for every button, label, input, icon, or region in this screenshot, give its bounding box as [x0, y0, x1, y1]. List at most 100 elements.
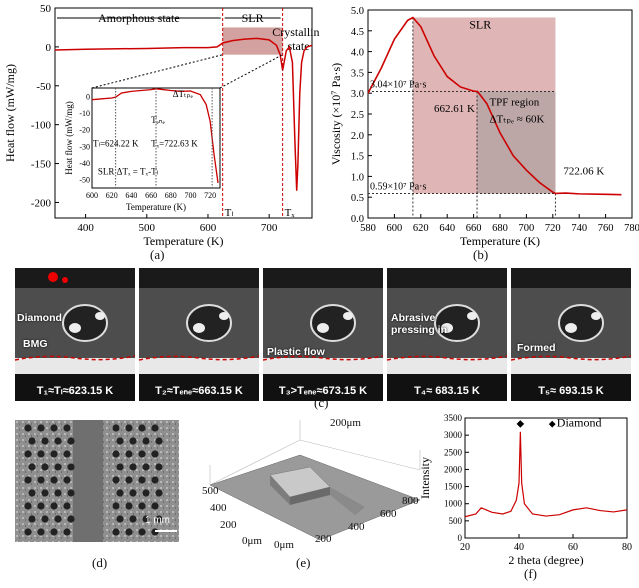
- abrasive-dot: [155, 437, 163, 445]
- x-tick-0: 0μm: [274, 539, 294, 551]
- abrasive-dot: [138, 502, 146, 510]
- abrasive-dot: [116, 463, 124, 471]
- y-tick-label: 5.0: [351, 6, 364, 17]
- y-tick-label: 0: [458, 533, 463, 543]
- abrasive-dot: [50, 502, 58, 510]
- panel-e-label: (e): [296, 555, 311, 570]
- abrasive-dot: [37, 450, 45, 458]
- scale-bar-label: 1 mm: [145, 515, 170, 526]
- tpf-shade: [477, 91, 556, 194]
- abrasive-dot: [24, 502, 32, 510]
- x-tick-label: 600: [200, 222, 217, 234]
- legend-label: Diamond: [557, 416, 602, 430]
- inset-annotation: ΔTₜₚₑ: [173, 89, 194, 99]
- x-tick-label: 700: [519, 223, 535, 234]
- y-axis-label: Viscosity (×10⁷ Pa·s): [330, 63, 343, 165]
- x-tick-1: 200: [315, 533, 332, 545]
- annotation: TPF region: [489, 97, 539, 109]
- abrasive-dot: [151, 424, 159, 432]
- inset-y-tick: -30: [79, 142, 90, 151]
- abrasive-dot: [50, 476, 58, 484]
- panel-b-label: (b): [473, 247, 489, 262]
- micrograph-frame-3: T₃>Tₑₙₑ≈673.15 K Plastic flow: [263, 268, 383, 401]
- y-tick-label: 2500: [444, 447, 463, 457]
- micrograph-frame-5: T₅≈ 693.15 K Formed: [511, 268, 631, 401]
- abrasive-dot: [129, 437, 137, 445]
- x-tick-label: 780: [624, 223, 639, 234]
- abrasive-dot: [155, 463, 163, 471]
- abrasive-dot: [41, 489, 49, 497]
- x-tick-label: 20: [460, 542, 470, 553]
- abrasive-dot: [50, 450, 58, 458]
- x-tick-label: 400: [77, 222, 94, 234]
- abrasive-dot: [67, 437, 75, 445]
- frame-label: Diamond: [17, 312, 62, 324]
- abrasive-dot: [37, 424, 45, 432]
- inset-x-tick: 680: [165, 191, 177, 200]
- y-tick-label: 3500: [444, 413, 463, 423]
- xrd-line: [464, 431, 628, 518]
- frame-label: pressing in: [391, 324, 448, 336]
- abrasive-dot: [54, 489, 62, 497]
- abrasive-dot: [125, 424, 133, 432]
- x-tick-label: 580: [360, 223, 376, 234]
- abrasive-dot: [155, 489, 163, 497]
- inset-x-label: Temperature (K): [126, 202, 186, 212]
- x-tick-label: 80: [622, 542, 632, 553]
- abrasive-dot: [125, 450, 133, 458]
- frame-label: Plastic flow: [267, 346, 325, 358]
- x-tick-label: 600: [387, 223, 403, 234]
- y-tick-label: 4.5: [351, 27, 364, 38]
- y-tick-label: 50: [40, 3, 52, 15]
- abrasive-dot: [28, 489, 36, 497]
- region-label: state: [288, 39, 310, 53]
- y-tick-label: 0: [46, 42, 52, 54]
- y-tick-0: 0μm: [242, 535, 262, 547]
- abrasive-dot: [28, 515, 36, 523]
- panel-f-chart: 20 40 60 80 0 500 1000 1500 2000 2500 3000 3500 2 th…: [418, 413, 632, 567]
- abrasive-dot: [151, 450, 159, 458]
- abrasive-dot: [112, 476, 120, 484]
- abrasive-dot: [41, 437, 49, 445]
- abrasive-dot: [24, 528, 32, 536]
- abrasive-dot: [50, 424, 58, 432]
- inset-frame: [91, 87, 221, 189]
- abrasive-dot: [142, 437, 150, 445]
- frame-caption: T₂≈Tₑₙₑ≈663.15 K: [155, 385, 243, 397]
- abrasive-dot: [28, 463, 36, 471]
- inset-line: [91, 88, 219, 184]
- annotation: 722.06 K: [563, 165, 604, 177]
- inset-x-tick: 660: [145, 191, 157, 200]
- abrasive-dot: [129, 489, 137, 497]
- abrasive-dot: [67, 515, 75, 523]
- annotation: ΔTₜₚₑ ≈ 60K: [489, 113, 544, 125]
- y-tick-label: 500: [449, 516, 463, 526]
- marker-tg: Tₗ: [225, 207, 234, 219]
- abrasive-dot: [112, 450, 120, 458]
- y-axis-label: Heat flow (mW/mg): [3, 64, 17, 162]
- x-tick-4: 800: [402, 495, 419, 507]
- abrasive-dot: [24, 450, 32, 458]
- abrasive-dot: [37, 528, 45, 536]
- abrasive-dot: [37, 476, 45, 484]
- z-axis-label: 200μm: [330, 417, 361, 429]
- abrasive-dot: [125, 502, 133, 510]
- x-axis-label: 2 theta (degree): [508, 553, 583, 567]
- panel-e: 200μm 0μm 200 400 500 0μm 200 400 600 80…: [190, 415, 430, 555]
- abrasive-dot: [50, 528, 58, 536]
- abrasive-dot: [24, 424, 32, 432]
- abrasive-dot: [54, 463, 62, 471]
- x-tick-label: 680: [492, 223, 508, 234]
- abrasive-dot: [28, 437, 36, 445]
- y-tick-label: -100: [31, 120, 52, 132]
- y-tick-label: -200: [31, 197, 52, 209]
- annotation: 662.61 K: [434, 103, 475, 115]
- inset-annotation: Tₓ=722.63 K: [151, 138, 198, 148]
- y-tick-label: 3.5: [351, 68, 364, 79]
- abrasive-dot: [151, 502, 159, 510]
- inset-x-tick: 640: [125, 191, 137, 200]
- y-tick-label: 1.0: [351, 172, 364, 183]
- inset-y-label: Heat flow (mW/mg): [64, 101, 74, 174]
- region-label: Amorphous state: [98, 11, 180, 25]
